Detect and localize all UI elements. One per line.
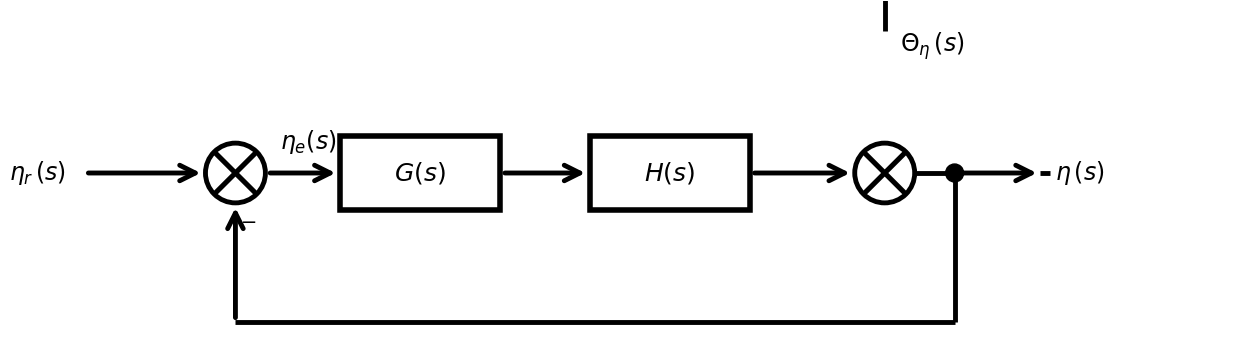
Text: $\Theta_{\eta}\,(s)$: $\Theta_{\eta}\,(s)$ bbox=[900, 31, 965, 62]
Text: $G(s)$: $G(s)$ bbox=[394, 160, 446, 186]
Bar bbox=[590, 136, 750, 210]
Text: $H(s)$: $H(s)$ bbox=[645, 160, 696, 186]
Bar bbox=[340, 136, 500, 210]
Text: $\eta\,(s)$: $\eta\,(s)$ bbox=[1054, 159, 1104, 187]
Text: $\eta_e(s)$: $\eta_e(s)$ bbox=[279, 128, 336, 156]
Text: $\eta_r\,(s)$: $\eta_r\,(s)$ bbox=[9, 159, 66, 187]
Circle shape bbox=[946, 164, 963, 182]
Text: $-$: $-$ bbox=[241, 211, 257, 230]
